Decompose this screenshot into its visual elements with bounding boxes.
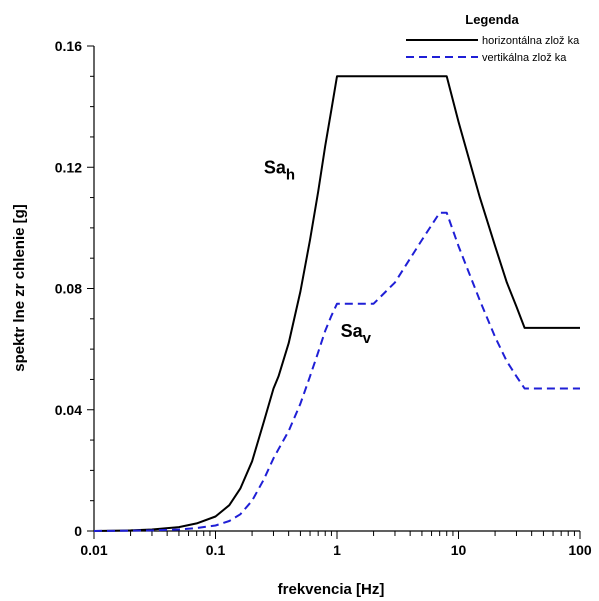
y-tick-label: 0.12: [55, 159, 82, 175]
legend: Legenda horizontálna zlož ka vertikálna …: [406, 12, 580, 64]
curve-label-v: Sav: [341, 321, 372, 347]
y-axis-title: spektr lne zr chlenie [g]: [11, 204, 28, 372]
series-layer: [93, 75, 580, 532]
y-tick-label: 0.04: [55, 402, 82, 418]
legend-title: Legenda: [465, 12, 519, 27]
x-tick-label: 1: [333, 542, 341, 558]
x-axis-title: frekvencia [Hz]: [278, 581, 385, 598]
x-tick-label: 100: [568, 542, 592, 558]
legend-label-vertical: vertikálna zlož ka: [482, 52, 567, 64]
ticks: 0.01 0.1 1 10 100 0 0.04 0.08 0.12 0.16: [55, 38, 592, 558]
axes: [93, 46, 580, 532]
y-tick-label: 0: [74, 523, 82, 539]
annotations: Sah Sav: [264, 157, 372, 347]
x-tick-label: 0.01: [80, 542, 107, 558]
series-line-vertical: [93, 211, 580, 532]
curve-label-h: Sah: [264, 157, 295, 183]
legend-label-horizontal: horizontálna zlož ka: [482, 35, 580, 47]
series-line-horizontal: [93, 75, 580, 532]
y-tick-label: 0.08: [55, 281, 82, 297]
x-tick-label: 0.1: [206, 542, 226, 558]
y-tick-label: 0.16: [55, 38, 82, 54]
x-tick-label: 10: [451, 542, 467, 558]
